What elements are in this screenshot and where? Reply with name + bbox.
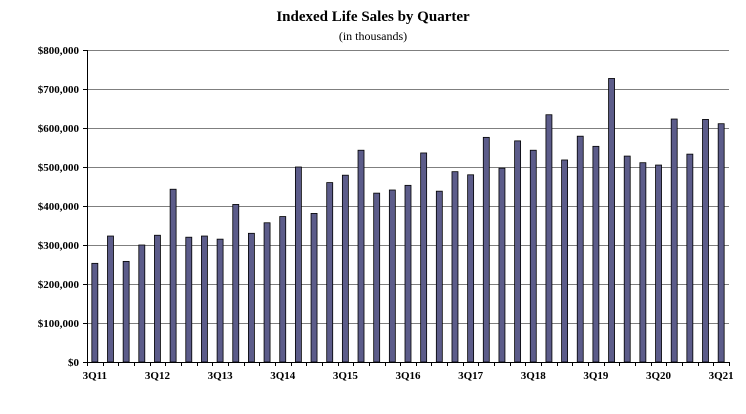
bar xyxy=(201,235,208,363)
y-tick-label: $0 xyxy=(68,357,80,369)
bar xyxy=(294,166,302,363)
bar xyxy=(514,140,522,363)
bar xyxy=(686,153,694,363)
y-axis-tick-labels: $0 $100,000 $200,000 $300,000 $400,000 $500,0… xyxy=(38,45,80,369)
bar xyxy=(451,171,459,363)
x-tick-label: 3Q21 xyxy=(709,370,734,382)
bar xyxy=(592,145,600,363)
x-tick-label: 3Q12 xyxy=(145,370,171,382)
bar xyxy=(185,236,193,363)
x-tick-label: 3Q11 xyxy=(83,370,107,382)
bar xyxy=(482,136,490,363)
chart-title: Indexed Life Sales by Quarter xyxy=(276,9,470,25)
bar xyxy=(373,192,381,363)
y-tick-label: $300,000 xyxy=(38,240,80,252)
y-tick-label: $700,000 xyxy=(38,84,80,96)
bar xyxy=(388,189,396,363)
bar xyxy=(232,204,240,363)
axes xyxy=(83,50,730,366)
y-tick-label: $800,000 xyxy=(38,45,80,57)
bar xyxy=(561,159,568,363)
bar xyxy=(529,149,537,363)
bar xyxy=(420,152,428,363)
bar xyxy=(702,119,709,363)
y-tick-label: $500,000 xyxy=(38,162,80,174)
y-tick-label: $600,000 xyxy=(38,123,80,135)
bar xyxy=(576,135,584,363)
bar xyxy=(326,182,334,363)
bar xyxy=(404,184,412,363)
x-axis-tick-labels: 3Q11 3Q12 3Q13 3Q14 3Q15 3Q16 3Q17 3Q18 3Q19 3Q20… xyxy=(83,370,734,382)
bar xyxy=(341,174,349,363)
bar xyxy=(91,262,99,363)
bar xyxy=(263,222,271,363)
y-tick-label: $200,000 xyxy=(38,279,80,291)
bar xyxy=(717,123,725,363)
x-tick-label: 3Q13 xyxy=(208,370,234,382)
bar xyxy=(357,149,365,363)
bar-series xyxy=(91,78,725,363)
x-tick-label: 3Q16 xyxy=(395,370,421,382)
y-tick-label: $100,000 xyxy=(38,318,80,330)
bar xyxy=(608,78,615,363)
bar xyxy=(639,162,647,363)
bar xyxy=(248,232,255,363)
x-tick-label: 3Q14 xyxy=(270,370,296,382)
bar xyxy=(435,190,443,363)
bar xyxy=(545,114,553,363)
x-tick-label: 3Q20 xyxy=(646,370,672,382)
bar xyxy=(107,235,114,363)
bar xyxy=(655,164,662,363)
bar xyxy=(623,155,631,363)
y-tick-label: $400,000 xyxy=(38,201,80,213)
bar xyxy=(169,188,177,363)
bar xyxy=(216,238,224,363)
chart-subtitle: (in thousands) xyxy=(338,29,408,43)
bar xyxy=(279,216,287,363)
bar xyxy=(122,260,130,363)
bar xyxy=(467,174,475,363)
bar xyxy=(670,118,678,363)
bar xyxy=(154,234,161,363)
bar xyxy=(138,244,146,363)
x-tick-label: 3Q18 xyxy=(521,370,547,382)
x-tick-label: 3Q17 xyxy=(458,370,484,382)
gridlines xyxy=(87,50,729,324)
x-tick-label: 3Q19 xyxy=(583,370,609,382)
bar xyxy=(310,213,318,363)
bar xyxy=(498,167,506,363)
x-tick-label: 3Q15 xyxy=(333,370,359,382)
